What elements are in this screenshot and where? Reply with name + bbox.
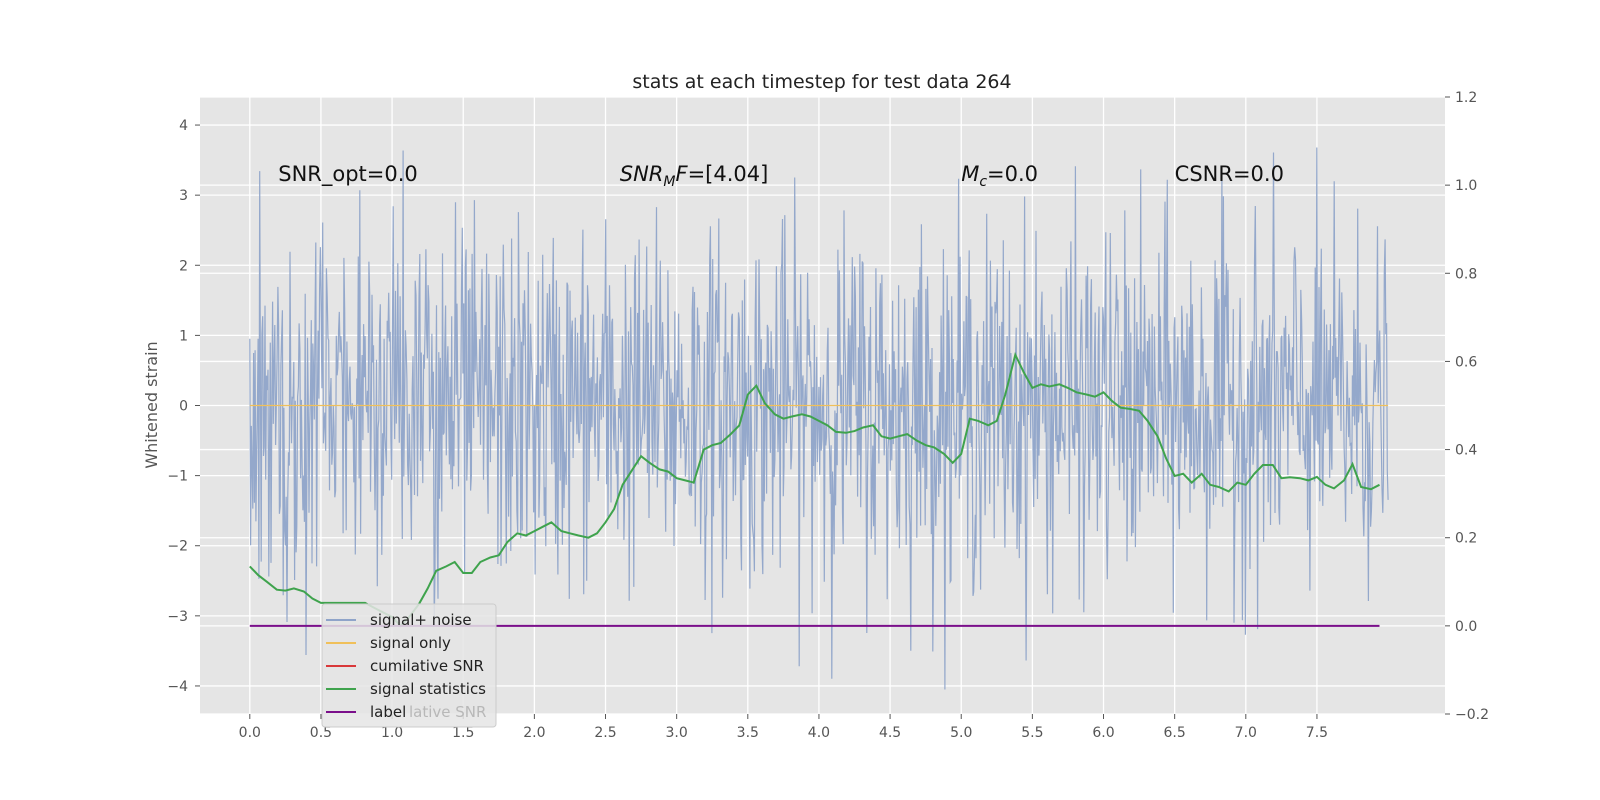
y-tick-label-3: −1 <box>167 469 188 485</box>
series-signal-statistics-line <box>249 351 1380 628</box>
legend: lative SNR signal+ noise signal only cumila… <box>321 603 497 728</box>
y-tick-label-2: −2 <box>167 539 188 555</box>
annotation-0: SNR_opt=0.0 <box>278 162 418 187</box>
series-signal-noise-line <box>249 147 1389 690</box>
annotation-3: CSNR=0.0 <box>1175 162 1284 186</box>
y-tick-label-6: 2 <box>179 258 188 274</box>
legend-ghost-text: lative SNR <box>409 703 486 721</box>
y-tick-label-5: 1 <box>179 328 188 344</box>
x-tick-label-9: 4.5 <box>879 725 901 741</box>
y2-tick-label-1: 0.0 <box>1455 619 1477 635</box>
x-tick-label-2: 1.0 <box>381 725 403 741</box>
annotation-1: SNRMF=[4.04] <box>620 162 769 190</box>
y2-tick-label-6: 1.0 <box>1455 178 1477 194</box>
legend-label-3: signal statistics <box>370 680 486 698</box>
y-tick-label-7: 3 <box>179 188 188 204</box>
y2-tick-label-2: 0.2 <box>1455 531 1477 547</box>
x-tick-label-10: 5.0 <box>950 725 972 741</box>
y2-tick-label-5: 0.8 <box>1455 266 1477 282</box>
legend-label-0: signal+ noise <box>370 611 472 629</box>
legend-label-4: label <box>370 703 406 721</box>
annotations: SNR_opt=0.0 SNRMF=[4.04] Mc=0.0 CSNR=0.0 <box>278 162 1284 190</box>
legend-label-1: signal only <box>370 634 451 652</box>
x-tick-label-5: 2.5 <box>594 725 616 741</box>
y-axis-label: Whitened strain <box>142 341 161 468</box>
x-tick-label-6: 3.0 <box>666 725 688 741</box>
x-tick-label-15: 7.5 <box>1306 725 1328 741</box>
x-tick-label-7: 3.5 <box>737 725 759 741</box>
x-tick-label-1: 0.5 <box>310 725 332 741</box>
x-tick-label-13: 6.5 <box>1164 725 1186 741</box>
y2-tick-label-0: −0.2 <box>1455 707 1489 723</box>
x-tick-label-4: 2.0 <box>523 725 545 741</box>
x-tick-label-8: 4.0 <box>808 725 830 741</box>
legend-box <box>321 603 497 728</box>
x-tick-label-11: 5.5 <box>1021 725 1043 741</box>
ticks: 0.0 0.5 1.0 1.5 2.0 2.5 3.0 3.5 4.0 4.5 5.0 5.5 6.0 6… <box>167 90 1489 741</box>
annotation-2: Mc=0.0 <box>961 162 1038 190</box>
y2-tick-label-7: 1.2 <box>1455 90 1477 106</box>
y-tick-label-8: 4 <box>179 118 188 134</box>
legend-label-2: cumilative SNR <box>370 657 484 675</box>
x-tick-label-14: 7.0 <box>1235 725 1257 741</box>
y2-tick-label-4: 0.6 <box>1455 354 1477 370</box>
y-tick-label-4: 0 <box>179 399 188 415</box>
x-tick-label-12: 6.0 <box>1092 725 1114 741</box>
x-tick-label-0: 0.0 <box>239 725 261 741</box>
y2-tick-label-3: 0.4 <box>1455 443 1477 459</box>
chart-title: stats at each timestep for test data 264 <box>632 71 1011 93</box>
y-tick-label-0: −4 <box>167 679 188 695</box>
y-tick-label-1: −3 <box>167 609 188 625</box>
x-tick-label-3: 1.5 <box>452 725 474 741</box>
